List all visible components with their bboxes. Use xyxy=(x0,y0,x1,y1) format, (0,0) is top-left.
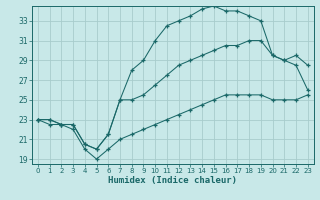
X-axis label: Humidex (Indice chaleur): Humidex (Indice chaleur) xyxy=(108,176,237,185)
